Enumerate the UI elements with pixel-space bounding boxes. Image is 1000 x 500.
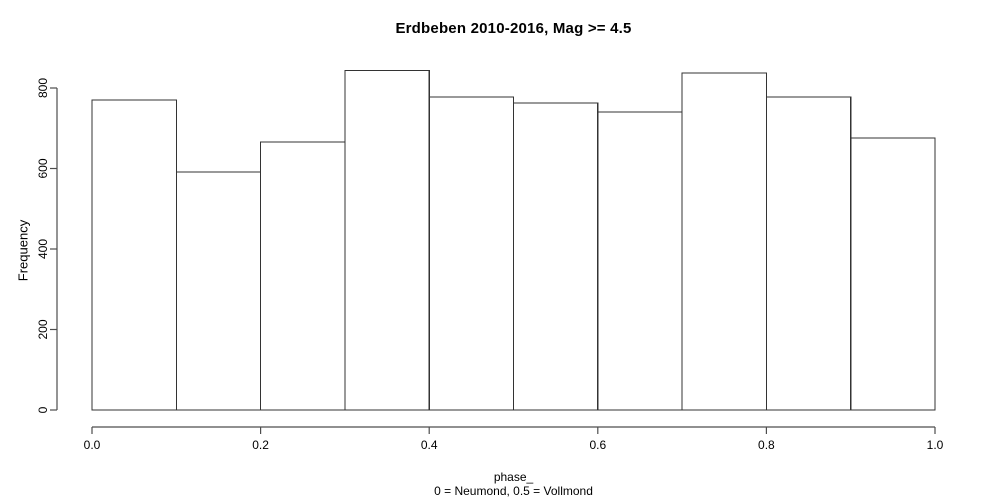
histogram-bar (344, 70, 430, 411)
x-tick-label: 0.2 (252, 438, 269, 452)
x-axis-sublabel: 0 = Neumond, 0.5 = Vollmond (434, 484, 593, 498)
histogram-bar (681, 72, 767, 411)
histogram-bar (597, 111, 683, 411)
y-tick-label: 0 (36, 406, 50, 413)
histogram-bar (765, 96, 852, 411)
histogram-bar (850, 137, 936, 411)
x-axis-label: phase_ (493, 470, 534, 484)
chart-title: Erdbeben 2010-2016, Mag >= 4.5 (395, 20, 632, 37)
histogram-bar (260, 141, 346, 411)
histogram-bar (91, 99, 177, 411)
x-tick-label: 0.0 (84, 438, 101, 452)
x-tick-label: 0.8 (758, 438, 775, 452)
histogram-bar (428, 96, 515, 411)
x-tick-label: 0.4 (421, 438, 438, 452)
histogram-bar (512, 102, 599, 411)
y-tick-label: 400 (36, 239, 50, 259)
y-tick-label: 600 (36, 158, 50, 178)
y-tick-label: 800 (36, 78, 50, 98)
x-tick-label: 0.6 (589, 438, 606, 452)
x-tick-label: 1.0 (927, 438, 944, 452)
histogram-bar (175, 171, 262, 411)
y-tick-label: 200 (36, 319, 50, 339)
